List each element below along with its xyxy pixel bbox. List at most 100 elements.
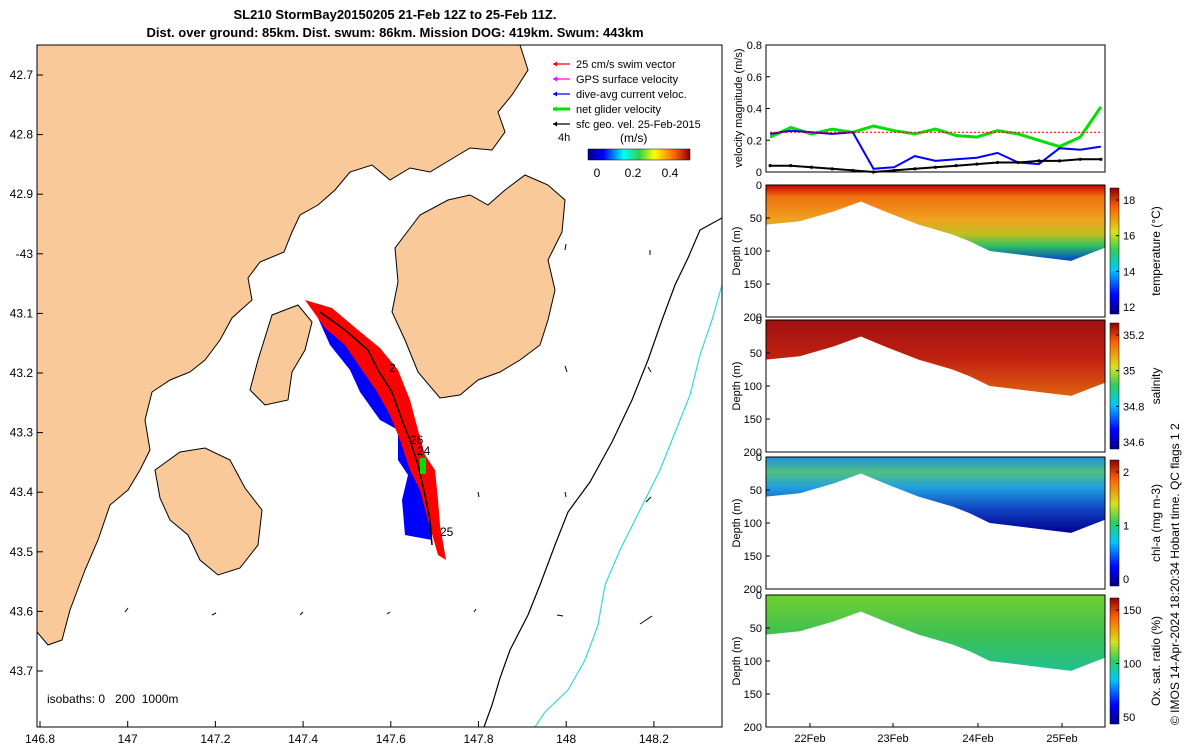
- map-frame: [36, 44, 723, 728]
- lon-tick-label: 147.2: [200, 732, 230, 746]
- colorbar-tick-label: 0: [1123, 574, 1129, 586]
- velocity-y-axis: 0 0.2 0.4 0.6 0.8: [747, 40, 770, 179]
- isobaths-label: isobaths: 0 200 1000m: [47, 692, 178, 706]
- colorbar-tick: 0.2: [625, 166, 642, 180]
- glider-track-line: [319, 311, 433, 546]
- lon-tick-label: 148.2: [639, 732, 669, 746]
- velocity-series-point: [789, 164, 793, 168]
- lat-tick-label: 43.5: [10, 545, 34, 559]
- velocity-series-point: [892, 168, 896, 173]
- section-colorbar: [1109, 459, 1120, 587]
- velocity-series-point: [995, 160, 1000, 165]
- depth-tick-label: 150: [744, 279, 762, 291]
- section-data-fill: [766, 457, 1105, 533]
- section-colorbar: [1109, 597, 1120, 725]
- lat-tick-label: 43.3: [10, 426, 34, 440]
- lat-tick-label: 43.6: [10, 604, 34, 618]
- velocity-series-point: [768, 164, 772, 168]
- colorbar-label: chl-a (mg m-3): [1149, 484, 1163, 562]
- velocity-panel: 0 0.2 0.4 0.6 0.8 velocity magnitude (m/s): [733, 40, 1106, 179]
- section-colorbar: [1109, 322, 1120, 450]
- section-data-fill: [766, 595, 1105, 671]
- depth-tick-label: 150: [744, 551, 762, 563]
- velocity-series-point: [913, 167, 917, 171]
- velocity-ylabel: velocity magnitude (m/s): [733, 48, 745, 167]
- land-peninsula-east: [391, 174, 566, 399]
- lon-tick-label: 147.8: [463, 732, 493, 746]
- section-panel-salinity: 0 50 100 150 200 Depth (m) 34.6 34.8 35 35.2 salin…: [731, 315, 1163, 459]
- depth-tick-label: 200: [744, 584, 762, 596]
- lat-tick-label: 42.8: [10, 128, 34, 142]
- map-lat-axis: 42.7 42.8 42.9 -43 43.1 43.2 43.3 43.4 43.5 43.6 4…: [10, 68, 43, 678]
- velocity-series-point: [871, 170, 876, 174]
- velocity-series-line: [769, 129, 1102, 170]
- lat-tick-label: 43.2: [10, 366, 34, 380]
- map-panel: 146.8 147 147.2 147.4 147.6 147.8 148 148.2 42.…: [10, 44, 723, 746]
- depth-axis-label: Depth (m): [731, 637, 743, 686]
- velocity-series: [768, 106, 1103, 174]
- lon-tick-label: 148: [556, 732, 576, 746]
- depth-tick-label: 0: [756, 180, 762, 192]
- velocity-series-point: [1078, 157, 1082, 161]
- colorbar-unit: (m/s): [620, 131, 647, 145]
- lon-tick-label: 147.6: [376, 732, 406, 746]
- velocity-series-point: [1037, 159, 1041, 163]
- depth-tick-label: 0: [756, 315, 762, 327]
- land-south-bruny: [154, 447, 263, 576]
- velocity-series-point: [954, 164, 958, 168]
- colorbar-tick-label: 50: [1123, 712, 1135, 724]
- velocity-y-tick-label: 0.2: [747, 135, 762, 147]
- legend-arrowhead: [553, 121, 557, 127]
- credit-text: © IMOS 14-Apr-2024 18:20:34 Hobart time.…: [1168, 423, 1182, 725]
- velocity-y-tick-label: 0: [756, 167, 762, 179]
- velocity-series-point: [975, 162, 979, 166]
- chart-title-line2: Dist. over ground: 85km. Dist. swum: 86k…: [146, 25, 644, 40]
- colorbar-tick: 0.4: [662, 166, 679, 180]
- velocity-series-point: [933, 165, 938, 169]
- depth-tick-label: 150: [744, 689, 762, 701]
- depth-tick-label: 50: [750, 485, 762, 497]
- track-day-labels: 2 26 24 25: [389, 361, 454, 539]
- depth-tick-label: 50: [750, 213, 762, 225]
- depth-tick-label: 50: [750, 348, 762, 360]
- legend-label: GPS surface velocity: [576, 74, 679, 86]
- track-current-swath: [318, 318, 432, 540]
- depth-tick-label: 0: [756, 452, 762, 464]
- velocity-series-point: [830, 167, 834, 171]
- velocity-series-point: [1016, 160, 1020, 165]
- lon-tick-label: 147.4: [288, 732, 318, 746]
- depth-tick-label: 200: [744, 312, 762, 324]
- legend-label: dive-avg current veloc.: [576, 89, 687, 101]
- velocity-series-line: [769, 106, 1103, 149]
- depth-tick-label: 100: [744, 656, 762, 668]
- sfc-geo-vel-arrows: [124, 243, 653, 625]
- colorbar-tick: 0: [594, 166, 601, 180]
- section-colorbar: [1109, 187, 1120, 315]
- colorbar-label: salinity: [1149, 368, 1163, 405]
- colorbar-tick-label: 150: [1123, 605, 1141, 617]
- map-legend: 25 cm/s swim vector GPS surface velocity d…: [553, 59, 701, 180]
- track-day-label: 26: [410, 433, 424, 447]
- lat-tick-label: 43.1: [10, 306, 34, 320]
- lon-tick-label: 147: [118, 732, 138, 746]
- section-data-fill: [766, 185, 1105, 261]
- land-tasman-arm: [249, 304, 313, 406]
- depth-axis-label: Depth (m): [731, 227, 743, 276]
- track-swim-vectors: [305, 300, 446, 560]
- colorbar-label: temperature (°C): [1149, 206, 1163, 296]
- section-panel-chl-a: 0 50 100 150 200 Depth (m) 0 1 2 chl-a (mg m-3): [731, 452, 1163, 596]
- track-day-label: 24: [417, 444, 431, 458]
- depth-tick-label: 100: [744, 381, 762, 393]
- legend-label: 25 cm/s swim vector: [576, 59, 676, 71]
- colorbar-tick-label: 2: [1123, 467, 1129, 479]
- track-day-label: 25: [440, 525, 454, 539]
- velocity-series-point: [809, 165, 814, 169]
- legend-arrowhead: [553, 106, 557, 112]
- colorbar-tick-label: 16: [1123, 231, 1135, 243]
- velocity-plot-area: [765, 44, 1106, 173]
- legend-arrowhead: [553, 91, 557, 97]
- map-lon-axis: 146.8 147 147.2 147.4 147.6 147.8 148 148.2: [25, 721, 669, 746]
- section-data-fill: [766, 320, 1105, 396]
- legend-label: net glider velocity: [576, 104, 661, 116]
- time-tick-label: 24Feb: [962, 733, 993, 745]
